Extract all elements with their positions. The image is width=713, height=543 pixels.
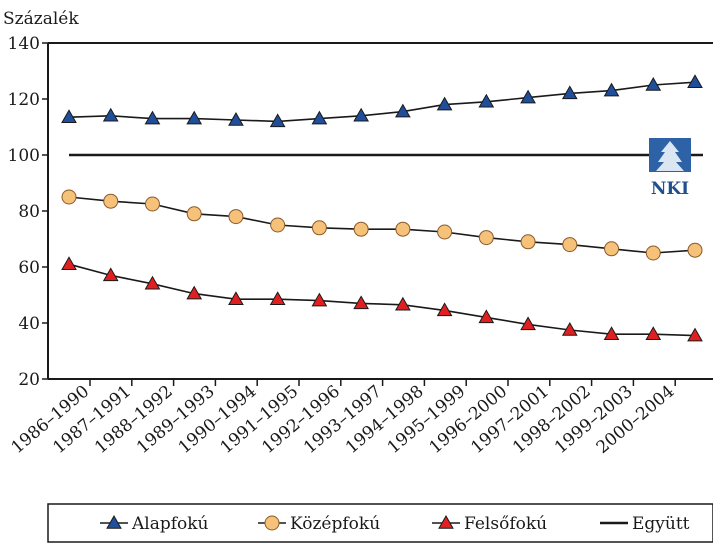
legend-label: Felsőfokú [464,514,547,534]
data-point [687,327,703,342]
data-point [603,326,620,340]
series-line [68,263,696,337]
y-tick-label: 100 [8,146,40,166]
data-point [270,217,286,233]
data-point [520,89,536,104]
data-point [645,326,662,340]
data-point [478,230,494,246]
data-point [228,209,244,225]
data-point [436,302,453,317]
data-point [395,103,411,118]
data-point [395,296,411,311]
data-point [311,220,327,236]
data-point [561,321,578,336]
data-point [186,206,202,222]
data-point [478,93,495,108]
data-point [437,224,453,240]
data-point [269,113,286,128]
data-point [311,110,328,125]
data-point [436,96,453,111]
data-point [604,241,620,257]
data-point [645,245,661,261]
series-line [68,196,696,254]
legend: Alapfokú Középfokú Felsőfokú Együtt [47,503,713,543]
y-tick-label: 80 [18,202,40,222]
data-point [603,82,620,97]
y-tick-label: 40 [18,314,40,334]
data-point [61,189,77,205]
legend-item: Középfokú [258,514,380,534]
data-point [102,267,119,282]
data-point [144,110,161,125]
logo-text: NKI [651,179,689,199]
data-point [269,291,286,305]
data-point [144,196,160,212]
y-tick-label: 120 [8,90,40,110]
legend-marker [438,514,454,529]
data-point [102,107,119,122]
data-point [103,193,119,209]
data-point [61,109,77,123]
y-axis-ticks: 20 40 60 80 100 120 140 [8,34,48,390]
data-point [687,242,703,258]
series-line [68,81,696,123]
series-Alapfokú [61,74,703,128]
data-point [353,107,369,122]
legend-label: Együtt [632,514,690,534]
legend-item: Felsőfokú [432,514,547,534]
data-point [228,111,244,126]
y-tick-label: 60 [18,258,40,278]
legend-label: Középfokú [290,514,380,534]
data-point [61,256,77,270]
legend-marker [264,515,280,531]
data-point [520,234,536,250]
data-point [520,316,536,331]
data-point [687,74,703,88]
data-point [353,221,369,237]
y-tick-label: 20 [18,370,40,390]
legend-label: Alapfokú [131,514,209,534]
data-point [478,309,495,324]
legend-marker [106,514,122,529]
data-point [395,221,411,237]
legend-box [47,503,713,543]
series-layer [61,74,703,342]
data-point [144,275,161,290]
legend-item: Együtt [600,514,690,534]
data-point [228,291,244,305]
data-point [561,85,578,100]
y-axis-title: Százalék [3,9,79,29]
logo-tree-shape [656,141,684,171]
data-point [186,285,203,300]
legend-item: Alapfokú [100,514,209,534]
data-point [562,237,578,253]
y-tick-label: 140 [8,34,40,54]
data-point [311,292,328,307]
nki-logo: NKI [649,138,691,199]
data-point [645,76,662,91]
data-point [353,295,369,310]
data-point [186,110,203,125]
series-Középfokú [61,189,703,261]
series-Felsőfokú [61,256,703,342]
x-axis-ticks: 1986–19901987–19911988–19921989–19931990… [8,379,678,458]
